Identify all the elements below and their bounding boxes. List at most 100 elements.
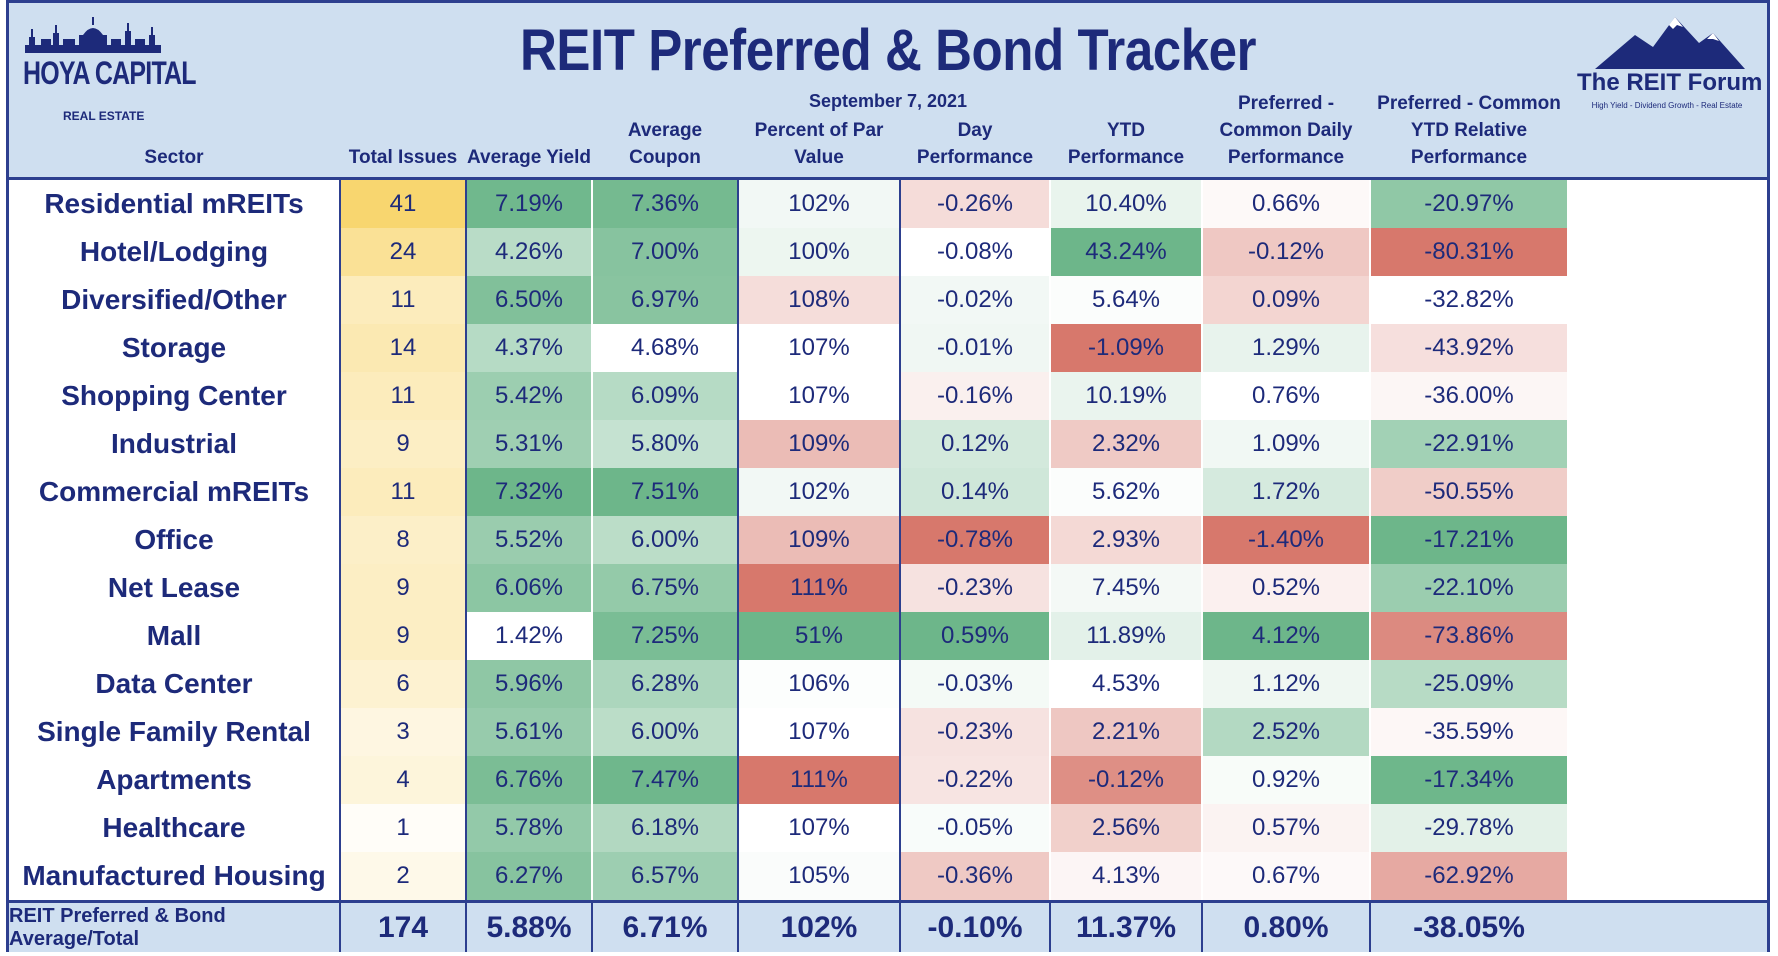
cell-yield: 5.52% xyxy=(467,516,591,564)
cell-pc-ytd: -50.55% xyxy=(1371,468,1567,516)
cell-day: -0.01% xyxy=(901,324,1049,372)
total-ytd: 11.37% xyxy=(1075,910,1177,944)
cell-pc-daily: 0.66% xyxy=(1203,180,1369,228)
cell-day: -0.36% xyxy=(901,852,1049,900)
column-divider xyxy=(737,903,739,952)
cell-yield: 6.50% xyxy=(467,276,591,324)
cell-coupon: 6.18% xyxy=(593,804,737,852)
total-day: -0.10% xyxy=(927,910,1023,944)
column-divider xyxy=(1201,903,1203,952)
cell-issues: 11 xyxy=(341,372,465,420)
cell-coupon: 6.09% xyxy=(593,372,737,420)
cell-issues: 9 xyxy=(341,564,465,612)
cell-yield: 5.31% xyxy=(467,420,591,468)
cell-yield: 7.19% xyxy=(467,180,591,228)
cell-day: -0.22% xyxy=(901,756,1049,804)
cell-day: -0.26% xyxy=(901,180,1049,228)
cell-pc-daily: 0.67% xyxy=(1203,852,1369,900)
cell-par: 107% xyxy=(739,372,899,420)
cell-sector: Diversified/Other xyxy=(61,284,287,315)
cell-par: 100% xyxy=(739,228,899,276)
cell-ytd: 10.40% xyxy=(1051,180,1201,228)
report-date: September 7, 2021 xyxy=(808,91,968,111)
cell-pc-daily: -1.40% xyxy=(1203,516,1369,564)
cell-pc-daily: 1.72% xyxy=(1203,468,1369,516)
cell-day: 0.59% xyxy=(901,612,1049,660)
column-divider xyxy=(1369,903,1371,952)
reit-forum-logo: The REIT Forum High Yield - Dividend Gro… xyxy=(1577,13,1763,113)
header: HOYA CAPITAL REAL ESTATE REIT Preferred … xyxy=(9,3,1767,177)
cell-sector: Commercial mREITs xyxy=(38,476,310,507)
cell-coupon: 7.00% xyxy=(593,228,737,276)
logo-right-sub: High Yield - Dividend Growth - Real Esta… xyxy=(1591,101,1743,110)
table-row: Manufactured Housing 2 6.27% 6.57% 105% -0.36… xyxy=(9,852,1767,900)
cell-yield: 6.76% xyxy=(467,756,591,804)
cell-coupon: 7.47% xyxy=(593,756,737,804)
cell-pc-ytd: -17.34% xyxy=(1371,756,1567,804)
cell-sector: Industrial xyxy=(110,428,237,459)
column-divider xyxy=(339,180,341,900)
cell-issues: 1 xyxy=(341,804,465,852)
cell-sector: Manufactured Housing xyxy=(22,860,326,891)
cell-day: -0.16% xyxy=(901,372,1049,420)
cell-day: -0.78% xyxy=(901,516,1049,564)
col-header-sector: Sector xyxy=(144,147,204,168)
table-row: Mall 9 1.42% 7.25% 51% 0.59% 11.89% 4.12% -73.86… xyxy=(9,612,1767,660)
cell-yield: 5.42% xyxy=(467,372,591,420)
total-pc-daily: 0.80% xyxy=(1243,910,1329,944)
table-row: Residential mREITs 41 7.19% 7.36% 102% -0.26%… xyxy=(9,180,1767,228)
cell-sector: Apartments xyxy=(96,764,252,795)
cell-issues: 11 xyxy=(341,468,465,516)
cell-ytd: -1.09% xyxy=(1051,324,1201,372)
cell-yield: 5.61% xyxy=(467,708,591,756)
cell-pc-daily: 1.12% xyxy=(1203,660,1369,708)
cell-par: 109% xyxy=(739,516,899,564)
cell-pc-ytd: -22.91% xyxy=(1371,420,1567,468)
cell-coupon: 6.75% xyxy=(593,564,737,612)
cell-yield: 7.32% xyxy=(467,468,591,516)
cell-sector: Storage xyxy=(121,332,227,363)
cell-sector: Data Center xyxy=(95,668,253,699)
total-yield: 5.88% xyxy=(486,910,572,944)
total-issues: 174 xyxy=(377,910,429,944)
cell-day: 0.12% xyxy=(901,420,1049,468)
cell-issues: 11 xyxy=(341,276,465,324)
cell-day: -0.02% xyxy=(901,276,1049,324)
cell-pc-ytd: -29.78% xyxy=(1371,804,1567,852)
cell-par: 102% xyxy=(739,468,899,516)
cell-par: 107% xyxy=(739,804,899,852)
cell-issues: 9 xyxy=(341,612,465,660)
cell-pc-daily: 0.09% xyxy=(1203,276,1369,324)
header-divider xyxy=(9,177,1767,180)
cell-par: 105% xyxy=(739,852,899,900)
logo-right-name: The REIT Forum xyxy=(1577,69,1763,96)
cell-pc-ytd: -62.92% xyxy=(1371,852,1567,900)
col-header-day: Day Performance xyxy=(916,120,1034,168)
col-header-ytd: YTD Performance xyxy=(1067,120,1185,168)
cell-sector: Mall xyxy=(146,620,202,651)
cell-pc-ytd: -36.00% xyxy=(1371,372,1567,420)
cell-day: -0.03% xyxy=(901,660,1049,708)
column-divider xyxy=(737,180,739,900)
cell-coupon: 6.57% xyxy=(593,852,737,900)
col-header-issues: Total Issues xyxy=(348,147,458,168)
cell-day: -0.23% xyxy=(901,564,1049,612)
cell-pc-ytd: -35.59% xyxy=(1371,708,1567,756)
cell-issues: 24 xyxy=(341,228,465,276)
table-row: Shopping Center 11 5.42% 6.09% 107% -0.16% 10.… xyxy=(9,372,1767,420)
total-coupon: 6.71% xyxy=(622,910,708,944)
cell-coupon: 6.28% xyxy=(593,660,737,708)
cell-coupon: 5.80% xyxy=(593,420,737,468)
cell-yield: 5.96% xyxy=(467,660,591,708)
cell-ytd: -0.12% xyxy=(1051,756,1201,804)
cell-yield: 6.06% xyxy=(467,564,591,612)
table-row: Single Family Rental 3 5.61% 6.00% 107% -0.23… xyxy=(9,708,1767,756)
table-row: Commercial mREITs 11 7.32% 7.51% 102% 0.14% 5.… xyxy=(9,468,1767,516)
cell-par: 108% xyxy=(739,276,899,324)
table-row: Diversified/Other 11 6.50% 6.97% 108% -0.02% 5… xyxy=(9,276,1767,324)
cell-yield: 4.26% xyxy=(467,228,591,276)
cell-par: 102% xyxy=(739,180,899,228)
cell-ytd: 2.93% xyxy=(1051,516,1201,564)
column-divider xyxy=(465,180,467,900)
cell-issues: 41 xyxy=(341,180,465,228)
